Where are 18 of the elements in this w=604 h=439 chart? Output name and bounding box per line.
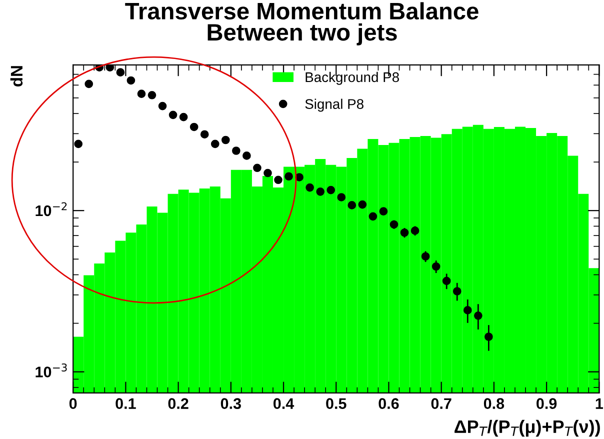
x-tick-label: 1 (596, 398, 603, 409)
x-tick-label: 0 (69, 398, 77, 409)
x-tick-label: 0.2 (168, 398, 188, 409)
chart-title: Transverse Momentum Balance Between two jets (125, 2, 478, 46)
x-tick-label: 0.4 (274, 398, 294, 409)
x-tick-label: 0.3 (220, 398, 241, 410)
x-axis-title: ΔP$_{T}$/(P$_{T}$(μ)+P$_{T}$(ν)) (454, 420, 600, 437)
x-tick-label: 0.1 (116, 398, 136, 409)
x-tick-label: 0.7 (431, 398, 452, 409)
x-tick-label: 0.5 (326, 398, 346, 409)
y-axis-title: dN (10, 66, 23, 87)
y-tick-label: 10$^{−2}$ (36, 202, 67, 216)
x-tick-label: 0.6 (378, 398, 399, 409)
x-tick-label: 0.9 (536, 398, 557, 409)
y-tick-label: 10$^{−3}$ (36, 363, 67, 378)
legend-label: Background P8 (306, 72, 399, 85)
x-tick-label: 0.8 (484, 398, 504, 409)
legend-label: Signal P8 (305, 98, 364, 112)
